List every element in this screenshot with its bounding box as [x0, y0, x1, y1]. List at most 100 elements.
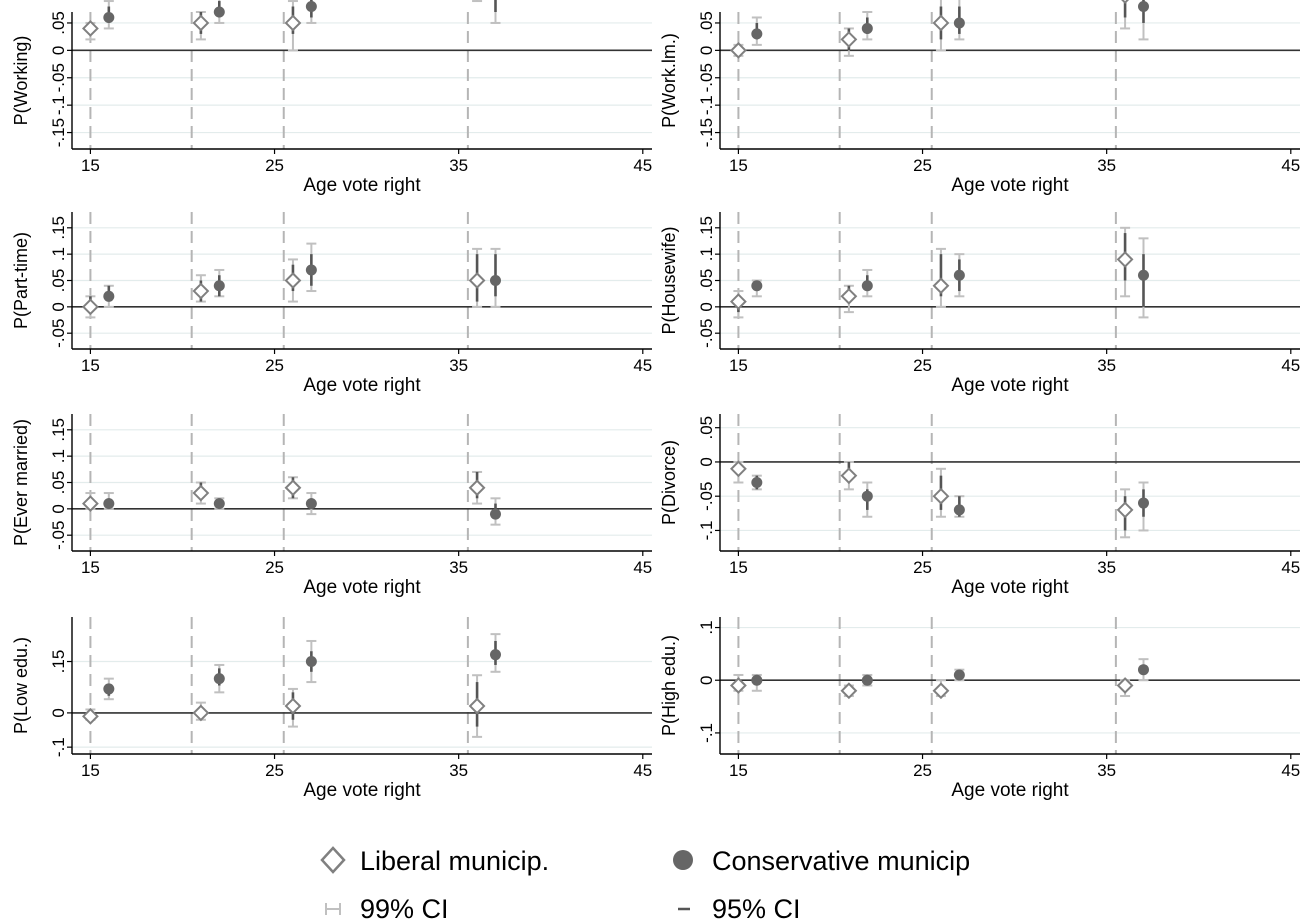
liberal-point [932, 487, 950, 505]
x-tick-label: 45 [633, 761, 652, 780]
x-tick-label: 25 [913, 558, 932, 577]
conservative-point [1137, 664, 1149, 676]
liberal-point [284, 272, 302, 289]
liberal-point [468, 697, 486, 715]
x-tick-label: 15 [81, 356, 100, 375]
conservative-point [489, 275, 501, 286]
y-tick-label: .1 [697, 247, 716, 261]
x-tick-label: 35 [1097, 558, 1116, 577]
liberal-point [192, 704, 210, 722]
x-tick-label: 45 [1281, 558, 1300, 577]
y-tick-label: -.1 [697, 521, 716, 541]
conservative-point [1137, 1, 1149, 13]
panel-4: -.05 0 .05 .1 .15 15 25 35 45 Age vote right P(Eve… [11, 414, 652, 598]
x-tick-label: 35 [449, 156, 468, 175]
liberal-point [192, 282, 210, 300]
y-tick-label: .1 [697, 620, 716, 634]
y-tick-label: 0 [49, 708, 68, 717]
y-axis-label: P(Housewife) [659, 226, 679, 334]
y-axis-label: P(Part-time) [11, 232, 31, 329]
conservative-point [213, 280, 225, 292]
liberal-point [192, 14, 210, 32]
liberal-point [1116, 251, 1134, 268]
y-axis-label: P(High edu.) [659, 635, 679, 736]
x-tick-label: 35 [1097, 156, 1116, 175]
x-tick-label: 25 [265, 761, 284, 780]
conservative-point [861, 22, 873, 34]
y-tick-label: 0 [49, 504, 68, 513]
y-tick-label: -.05 [697, 63, 716, 92]
liberal-point [1116, 677, 1134, 694]
x-tick-label: 45 [633, 356, 652, 375]
x-tick-label: 15 [729, 356, 748, 375]
panel-0: -.15 -.1 -.05 0 .05 15 25 35 45 Age vote right P(W… [11, 0, 652, 196]
liberal-point [81, 20, 99, 37]
conservative-point [305, 1, 317, 13]
liberal-point [1116, 501, 1134, 519]
x-axis-label: Age vote right [951, 577, 1069, 598]
conservative-point [103, 498, 115, 510]
x-axis-label: Age vote right [303, 175, 421, 196]
y-tick-label: .15 [49, 216, 68, 240]
panels: -.15 -.1 -.05 0 .05 15 25 35 45 Age vote right P(W… [11, 0, 1300, 801]
y-tick-label: 0 [49, 302, 68, 311]
legend-label-ci99: 99% CI [360, 894, 449, 922]
x-tick-label: 25 [265, 356, 284, 375]
y-tick-label: .1 [49, 247, 68, 261]
x-axis-label: Age vote right [951, 175, 1069, 196]
y-tick-label: -.15 [49, 118, 68, 147]
y-tick-label: .15 [49, 418, 68, 442]
y-tick-label: -.15 [697, 118, 716, 147]
y-tick-label: 0 [697, 457, 716, 466]
conservative-point [103, 11, 115, 23]
liberal-point [840, 30, 858, 48]
liberal-point [192, 484, 210, 502]
x-tick-label: 15 [81, 156, 100, 175]
conservative-point [953, 17, 965, 29]
y-tick-label: .05 [49, 269, 68, 293]
liberal-point [932, 682, 950, 700]
liberal-point [1121, 0, 1130, 4]
y-tick-label: .05 [697, 416, 716, 440]
panel-7: -.1 0 .1 15 25 35 45 Age vote right P(High edu.) [659, 617, 1300, 801]
panel-3: -.05 0 .05 .1 .15 15 25 35 45 Age vote right P(Hou… [659, 212, 1300, 396]
y-tick-label: .1 [49, 449, 68, 463]
y-tick-label: 0 [697, 675, 716, 684]
x-tick-label: 45 [1281, 356, 1300, 375]
y-axis-label: P(Work.lm.) [659, 33, 679, 128]
conservative-point [751, 280, 763, 292]
x-tick-label: 15 [729, 156, 748, 175]
conservative-point [953, 669, 965, 681]
conservative-point [103, 290, 115, 302]
y-tick-label: -.05 [49, 521, 68, 550]
liberal-point [468, 272, 486, 289]
y-axis-label: P(Working) [11, 36, 31, 126]
x-tick-label: 45 [1281, 156, 1300, 175]
liberal-point [468, 479, 486, 497]
liberal-point [932, 277, 950, 295]
x-tick-label: 15 [81, 558, 100, 577]
x-tick-label: 35 [1097, 761, 1116, 780]
y-tick-label: -.05 [49, 63, 68, 92]
panel-5: -.1 -.05 0 .05 15 25 35 45 Age vote right P(Divor… [659, 414, 1300, 598]
y-tick-label: -.05 [49, 319, 68, 348]
conservative-point [489, 508, 501, 520]
x-axis-label: Age vote right [303, 375, 421, 396]
conservative-point [751, 28, 763, 40]
y-tick-label: 0 [697, 46, 716, 55]
y-tick-label: .05 [49, 471, 68, 495]
conservative-point [305, 656, 317, 668]
conservative-point [1137, 497, 1149, 509]
y-tick-label: -.1 [697, 723, 716, 743]
conservative-point [213, 673, 225, 685]
legend-ci99-icon [325, 903, 341, 915]
x-tick-label: 15 [729, 558, 748, 577]
panel-2: -.05 0 .05 .1 .15 15 25 35 45 Age vote right P(Par… [11, 212, 652, 396]
x-tick-label: 45 [633, 156, 652, 175]
x-tick-label: 25 [913, 761, 932, 780]
y-axis-label: P(Ever married) [11, 419, 31, 546]
conservative-point [953, 504, 965, 516]
liberal-point [284, 697, 302, 715]
conservative-point [213, 498, 225, 510]
